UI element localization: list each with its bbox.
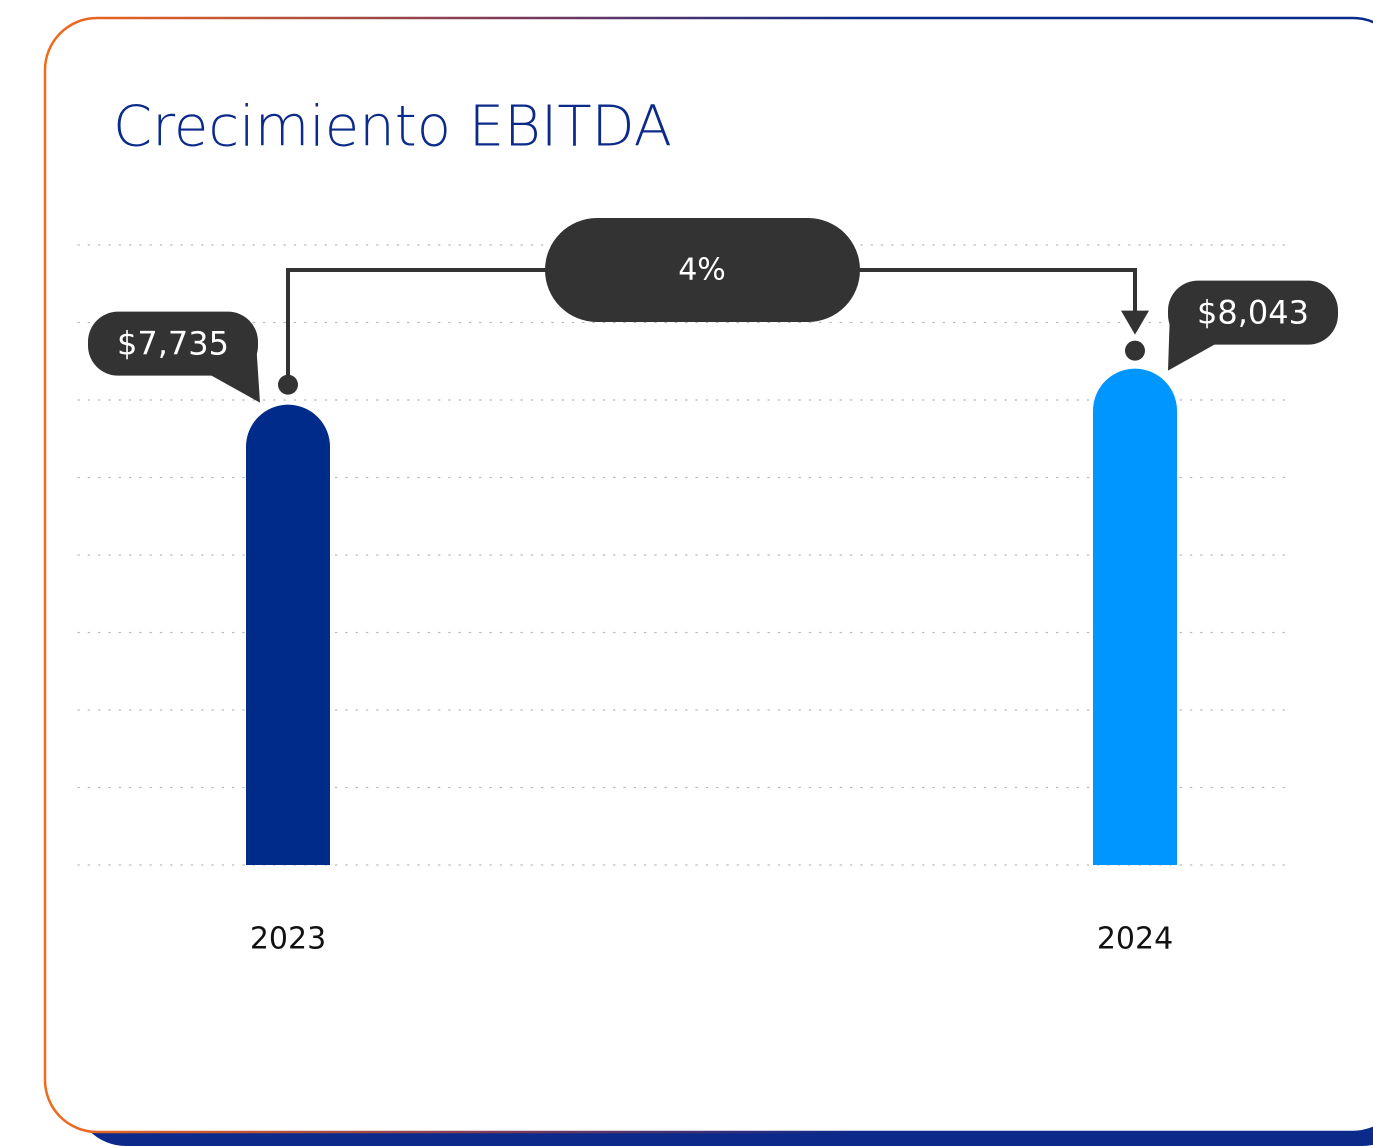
chart-title: Crecimiento EBITDA <box>113 94 672 159</box>
x-tick-label: 2023 <box>250 922 326 957</box>
connector-dot <box>278 374 298 395</box>
change-pill <box>545 218 860 322</box>
x-tick-label: 2024 <box>1097 922 1173 957</box>
callout-tail <box>208 341 260 403</box>
value-label: $8,043 <box>1197 294 1309 332</box>
value-callout <box>88 311 258 376</box>
card <box>43 16 1373 1134</box>
change-label: 4% <box>678 253 726 288</box>
connector-arrow <box>1121 310 1149 335</box>
value-callout <box>1168 280 1338 345</box>
callout-tail <box>1168 310 1218 371</box>
bar <box>1093 368 1177 865</box>
value-label: $7,735 <box>117 325 229 363</box>
bar <box>246 404 330 865</box>
connector-dot <box>1125 340 1145 361</box>
